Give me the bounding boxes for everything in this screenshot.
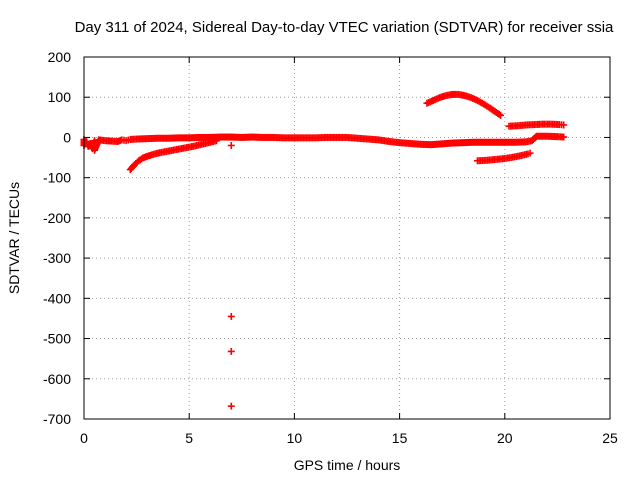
- axis-ticks: [83, 56, 611, 420]
- y-tick-label: -700: [43, 411, 71, 427]
- y-tick-label: -100: [43, 170, 71, 186]
- x-tick-label: 15: [392, 430, 408, 446]
- data-point: [213, 137, 221, 145]
- x-tick-label: 0: [80, 430, 88, 446]
- data-point-outlier: [227, 347, 235, 355]
- data-point-outlier: [227, 402, 235, 410]
- y-tick-label: 100: [48, 89, 72, 105]
- y-tick-label: 200: [48, 49, 72, 65]
- data-points: [80, 90, 568, 410]
- x-tick-label: 5: [185, 430, 193, 446]
- data-point-outlier: [227, 141, 235, 149]
- y-tick-label: -400: [43, 290, 71, 306]
- data-point-outlier: [227, 312, 235, 320]
- y-tick-label: -200: [43, 210, 71, 226]
- data-point: [495, 110, 503, 118]
- data-point: [497, 111, 505, 119]
- grid-lines: [84, 57, 610, 419]
- data-point: [560, 133, 568, 141]
- y-tick-label: 0: [63, 129, 71, 145]
- x-tick-label: 20: [497, 430, 513, 446]
- x-tick-label: 10: [287, 430, 303, 446]
- data-point: [526, 149, 534, 157]
- y-tick-label: -300: [43, 250, 71, 266]
- y-tick-label: -600: [43, 371, 71, 387]
- tick-labels: 0 5 10 15 20 25 200 100 0 -100 -200 -300 -400 -500 -60…: [43, 49, 618, 446]
- y-axis-label: SDTVAR / TECUs: [6, 182, 22, 294]
- chart-title: Day 311 of 2024, Sidereal Day-to-day VTE…: [75, 19, 614, 36]
- plot-frame: [83, 56, 611, 420]
- y-tick-label: -500: [43, 331, 71, 347]
- x-axis-label: GPS time / hours: [294, 457, 401, 473]
- x-tick-label: 25: [602, 430, 618, 446]
- data-point: [560, 121, 568, 129]
